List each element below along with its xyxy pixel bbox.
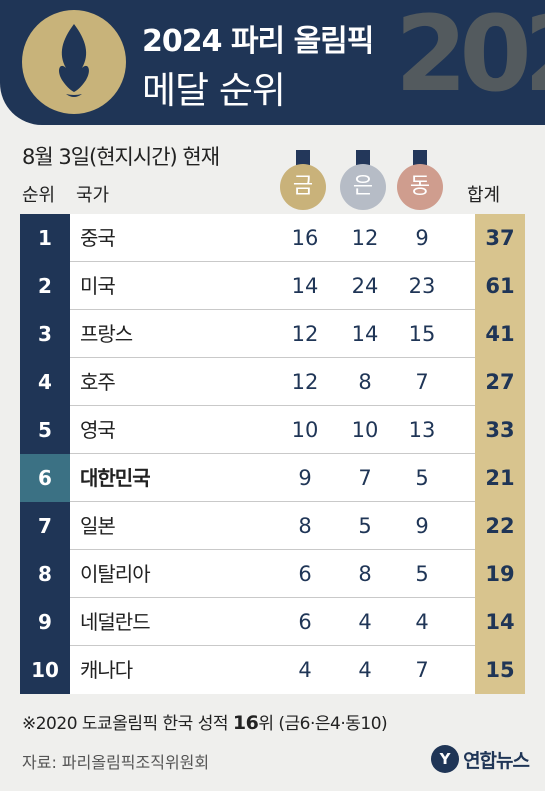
row-country: 프랑스 (80, 322, 133, 346)
row-bronze: 4 (415, 610, 429, 634)
row-silver: 14 (351, 322, 379, 346)
footnote: ※2020 도쿄올림픽 한국 성적 16위 (금6·은4·동10) (22, 709, 388, 734)
column-header-gold: 금 (280, 164, 326, 210)
row-bronze: 5 (415, 562, 429, 586)
row-silver: 8 (358, 562, 372, 586)
row-bronze: 13 (408, 418, 436, 442)
column-header-bronze: 동 (397, 164, 443, 210)
row-country: 캐나다 (80, 658, 133, 682)
row-bronze: 5 (415, 466, 429, 490)
row-rank: 3 (38, 322, 52, 346)
row-gold: 12 (291, 322, 319, 346)
row-country: 중국 (80, 226, 116, 250)
table-row: 7 일본 8 5 9 22 (20, 502, 525, 550)
row-rank: 1 (38, 226, 52, 250)
brand-name: 연합뉴스 (463, 749, 530, 772)
row-total: 33 (485, 418, 515, 442)
row-total: 61 (485, 274, 515, 298)
row-gold: 8 (298, 514, 312, 538)
row-gold: 16 (291, 226, 319, 250)
total-column-bg (475, 214, 525, 694)
row-country: 이탈리아 (80, 562, 151, 586)
row-rank: 6 (20, 454, 70, 502)
footnote-rank: 16 (232, 712, 259, 734)
column-header-country: 국가 (76, 185, 110, 206)
row-gold: 6 (298, 610, 312, 634)
yonhap-globe-icon: Y (431, 745, 460, 773)
row-bronze: 23 (408, 274, 436, 298)
row-silver: 12 (351, 226, 379, 250)
row-bronze: 15 (408, 322, 436, 346)
table-row: 5 영국 10 10 13 33 (20, 406, 525, 454)
header-decoration: 2024 (395, 0, 545, 115)
column-header-silver: 은 (340, 164, 386, 210)
table-row: 4 호주 12 8 7 27 (20, 358, 525, 406)
row-silver: 24 (351, 274, 379, 298)
row-total: 19 (485, 562, 515, 586)
row-total: 15 (485, 658, 515, 682)
row-gold: 14 (291, 274, 319, 298)
table-row-highlight: 6 대한민국 9 7 5 21 (20, 454, 525, 502)
row-silver: 8 (358, 370, 372, 394)
row-silver: 4 (358, 610, 372, 634)
table-row: 3 프랑스 12 14 15 41 (20, 310, 525, 358)
as-of-date: 8월 3일(현지시간) 현재 (22, 145, 220, 169)
row-total: 14 (485, 610, 515, 634)
row-total: 21 (485, 466, 515, 490)
table-row: 8 이탈리아 6 8 5 19 (20, 550, 525, 598)
row-total: 41 (485, 322, 515, 346)
row-country: 영국 (80, 418, 116, 442)
row-gold: 9 (298, 466, 312, 490)
row-bronze: 7 (415, 370, 429, 394)
row-rank: 5 (38, 418, 52, 442)
row-total: 37 (485, 226, 515, 250)
column-header-rank: 순위 (22, 185, 56, 206)
page-title: 2024 파리 올림픽 (142, 24, 374, 59)
source-credit: 자료: 파리올림픽조직위원회 (22, 753, 210, 772)
row-rank: 9 (38, 610, 52, 634)
column-header-total: 합계 (467, 185, 501, 206)
row-rank: 4 (38, 370, 52, 394)
footnote-prefix: ※2020 도쿄올림픽 한국 성적 (22, 714, 233, 734)
table-row: 9 네덜란드 6 4 4 14 (20, 598, 525, 646)
row-rank: 8 (38, 562, 52, 586)
row-bronze: 9 (415, 514, 429, 538)
row-total: 27 (485, 370, 515, 394)
row-country: 일본 (80, 514, 116, 538)
row-country: 대한민국 (80, 466, 151, 490)
table-row: 1 중국 16 12 9 37 (20, 214, 525, 262)
table-row: 2 미국 14 24 23 61 (20, 262, 525, 310)
table-row: 10 캐나다 4 4 7 15 (20, 646, 525, 694)
row-country: 네덜란드 (80, 610, 151, 634)
row-bronze: 7 (415, 658, 429, 682)
row-bronze: 9 (415, 226, 429, 250)
row-gold: 10 (291, 418, 319, 442)
row-gold: 6 (298, 562, 312, 586)
medal-column-bg (70, 214, 475, 694)
yonhap-logo: Y 연합뉴스 (431, 744, 530, 774)
row-silver: 4 (358, 658, 372, 682)
row-country: 미국 (80, 274, 116, 298)
row-silver: 5 (358, 514, 372, 538)
row-gold: 12 (291, 370, 319, 394)
page-subtitle: 메달 순위 (142, 69, 286, 112)
row-total: 22 (485, 514, 515, 538)
row-silver: 7 (358, 466, 372, 490)
paris-2024-emblem-icon (22, 10, 126, 114)
header-banner: 2024 2024 파리 올림픽 메달 순위 (0, 0, 545, 125)
row-rank: 10 (31, 658, 59, 682)
row-rank: 7 (38, 514, 52, 538)
row-gold: 4 (298, 658, 312, 682)
footnote-suffix: 위 (금6·은4·동10) (258, 714, 388, 734)
row-silver: 10 (351, 418, 379, 442)
row-rank: 2 (38, 274, 52, 298)
row-country: 호주 (80, 370, 116, 394)
